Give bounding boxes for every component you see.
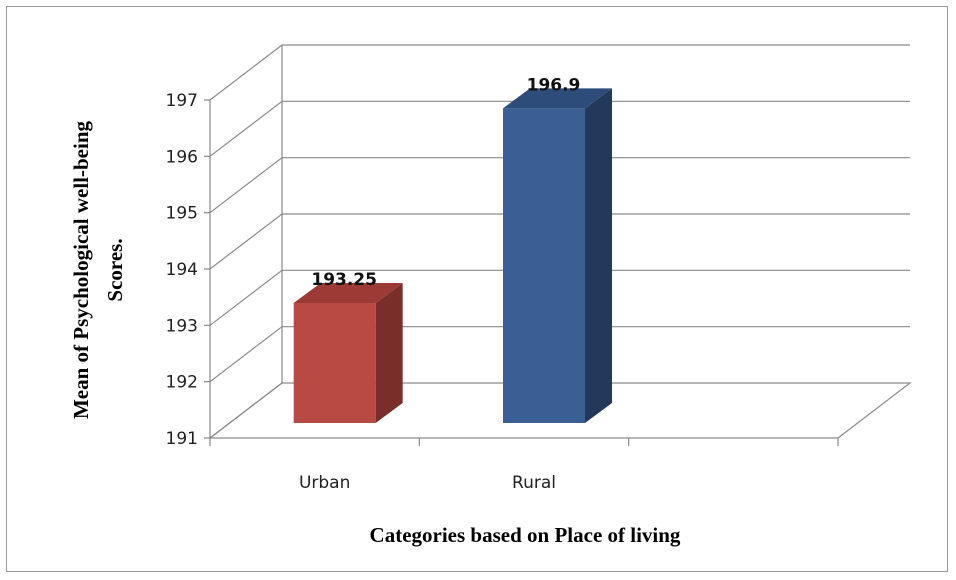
x-axis-ticks: Urban Rural	[209, 438, 839, 493]
y-tick-label-194: 194	[166, 260, 198, 280]
bar-side-urban	[375, 283, 403, 423]
y-tick-label-193: 193	[166, 316, 198, 336]
x-tick-label-urban: Urban	[299, 473, 350, 493]
y-axis-title-line1: Mean of Psychological well-being	[69, 120, 93, 419]
bar-top-rural	[503, 88, 612, 109]
bar-side-rural	[585, 88, 612, 423]
y-axis-ticks: 191 192 193 194 195 196 197	[166, 91, 210, 449]
bar-top-urban	[293, 283, 403, 303]
y-tick-label-195: 195	[166, 204, 198, 224]
gridline-side-194	[209, 213, 283, 270]
gridline-side-191	[209, 382, 283, 439]
x-axis-title: Categories based on Place of living	[370, 523, 681, 547]
data-label-urban: 193.25	[311, 270, 377, 290]
chart-frame	[6, 6, 948, 572]
gridline-side-197	[209, 44, 283, 101]
bar-urban	[293, 303, 376, 423]
y-axis-title-group: Mean of Psychological well-being Scores.	[69, 120, 127, 419]
x-tick-label-rural: Rural	[512, 473, 556, 493]
gridline-side-192	[209, 326, 283, 383]
y-tick-label-197: 197	[166, 91, 198, 111]
gridline-side-193	[209, 269, 283, 326]
bars: 193.25 196.9	[293, 75, 612, 423]
y-tick-label-196: 196	[166, 147, 198, 167]
y-tick-label-191: 191	[166, 429, 198, 449]
gridline-side-196	[209, 100, 283, 157]
y-axis-title-line2: Scores.	[103, 238, 127, 301]
data-label-rural: 196.9	[527, 75, 581, 95]
y-tick-label-192: 192	[166, 373, 198, 393]
bar-rural	[503, 108, 585, 423]
gridline-side-195	[209, 157, 283, 214]
